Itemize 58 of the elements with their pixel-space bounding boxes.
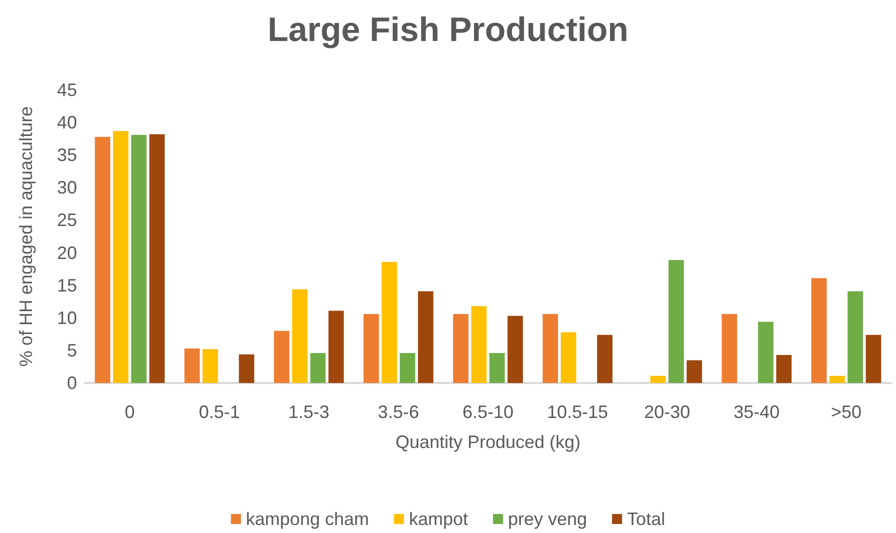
y-tick-label: 40 bbox=[56, 112, 77, 133]
y-tick-label: 25 bbox=[56, 210, 77, 230]
chart-title: Large Fish Production bbox=[268, 11, 628, 49]
y-tick-label: 5 bbox=[66, 340, 77, 360]
bar bbox=[866, 334, 882, 383]
bar bbox=[382, 262, 398, 383]
x-tick-label: 0 bbox=[124, 402, 135, 422]
bar bbox=[131, 134, 147, 383]
y-axis-title: % of HH engaged in aquaculture bbox=[16, 106, 36, 367]
bar bbox=[560, 332, 576, 383]
bar bbox=[274, 330, 290, 383]
bar bbox=[184, 348, 200, 383]
y-tick-label: 30 bbox=[56, 178, 77, 198]
y-tick-label: 20 bbox=[56, 242, 77, 263]
bar bbox=[686, 360, 702, 383]
y-tick-label: 45 bbox=[56, 80, 77, 100]
bar bbox=[829, 376, 845, 383]
bar bbox=[668, 260, 684, 383]
bar bbox=[471, 306, 487, 383]
x-tick-label: 0.5-1 bbox=[198, 402, 240, 422]
bar bbox=[776, 355, 792, 383]
legend-label: kampong cham bbox=[246, 509, 369, 529]
x-axis-title: Quantity Produced (kg) bbox=[395, 432, 581, 452]
bar bbox=[310, 353, 326, 383]
bar bbox=[202, 349, 218, 383]
x-tick-label: 3.5-6 bbox=[378, 402, 419, 422]
y-tick-label: 0 bbox=[66, 373, 77, 393]
bar bbox=[453, 314, 468, 383]
bar bbox=[418, 291, 434, 383]
bar bbox=[722, 314, 738, 383]
x-tick-label: 1.5-3 bbox=[288, 402, 330, 422]
bar bbox=[292, 289, 308, 383]
bar bbox=[650, 376, 666, 383]
bar bbox=[328, 310, 344, 383]
legend-label: prey veng bbox=[508, 509, 588, 529]
bar bbox=[508, 316, 523, 383]
bar bbox=[489, 353, 505, 383]
y-tick-label: 10 bbox=[56, 308, 77, 328]
legend-label: kampot bbox=[408, 509, 468, 529]
bar bbox=[848, 291, 863, 383]
x-tick-label: >50 bbox=[830, 402, 862, 422]
x-tick-label: 35-40 bbox=[734, 402, 780, 422]
x-tick-label: 20-30 bbox=[644, 402, 690, 422]
bar bbox=[811, 278, 827, 383]
bar bbox=[542, 314, 558, 383]
bar bbox=[238, 354, 254, 383]
bar bbox=[400, 353, 416, 383]
y-tick-label: 35 bbox=[56, 145, 77, 166]
bar bbox=[94, 136, 110, 383]
legend-label: Total bbox=[627, 509, 666, 529]
x-tick-label: 6.5-10 bbox=[462, 402, 514, 422]
bar bbox=[113, 131, 128, 383]
bar bbox=[149, 134, 165, 383]
y-tick-label: 15 bbox=[56, 275, 77, 296]
bar bbox=[758, 322, 774, 383]
x-tick-label: 10.5-15 bbox=[547, 402, 608, 422]
bar bbox=[597, 334, 612, 383]
bar bbox=[364, 314, 379, 383]
